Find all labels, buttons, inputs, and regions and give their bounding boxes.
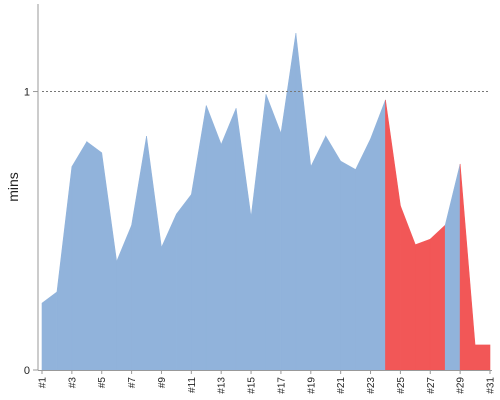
y-axis-title: mins [5,172,21,202]
y-tick-label: 0 [24,365,30,377]
area-segment [370,99,386,371]
area-segment [325,135,341,371]
area-segment [220,108,237,371]
area-segment [41,291,58,371]
x-tick-label: #9 [157,377,168,389]
x-tick-label: #21 [336,377,347,394]
y-axis-ticks: 01 [24,87,38,377]
area-segment [86,141,103,371]
x-tick-label: #15 [247,377,258,394]
x-tick-label: #5 [97,377,108,389]
area-segment [280,33,297,371]
area-segment [235,108,252,371]
x-axis-ticks: #1 #3 #5 #7 #9 #11 #13 #15 #17 #19 #21 #23 #25 #27 #29… [38,370,497,394]
area-segment [265,94,282,371]
x-tick-label: #25 [396,377,407,394]
x-tick-label: #3 [67,377,78,389]
x-tick-label: #27 [426,377,437,394]
area-segment [340,160,356,371]
area-segment [116,225,132,371]
area-segment [205,105,222,371]
area-segment [429,224,446,371]
area-segment [101,152,117,371]
x-tick-label: #13 [217,377,228,394]
x-tick-label: #17 [276,377,287,394]
x-tick-label: #31 [486,377,497,394]
area-segment [56,166,73,371]
area-segment [146,136,162,371]
area-segment [415,238,431,371]
x-tick-label: #29 [456,377,467,394]
area-segment [250,94,267,371]
area-segment [310,135,327,371]
area-segment [71,140,88,371]
area-segment [355,138,371,371]
x-tick-label: #7 [127,377,138,389]
area-segment [474,344,491,371]
area-segment [176,193,192,371]
area-segment [385,99,401,371]
y-tick-label: 1 [24,87,30,99]
x-tick-label: #11 [187,377,198,393]
chart-areas [41,33,491,371]
area-segment [191,105,207,371]
x-tick-label: #23 [366,377,377,394]
x-tick-label: #19 [306,377,317,394]
area-segment [444,163,461,371]
x-tick-label: #1 [38,377,49,389]
area-segment [161,213,177,371]
area-segment [131,136,147,371]
area-segment [295,33,312,371]
area-segment [459,163,476,371]
area-segment [400,205,416,371]
